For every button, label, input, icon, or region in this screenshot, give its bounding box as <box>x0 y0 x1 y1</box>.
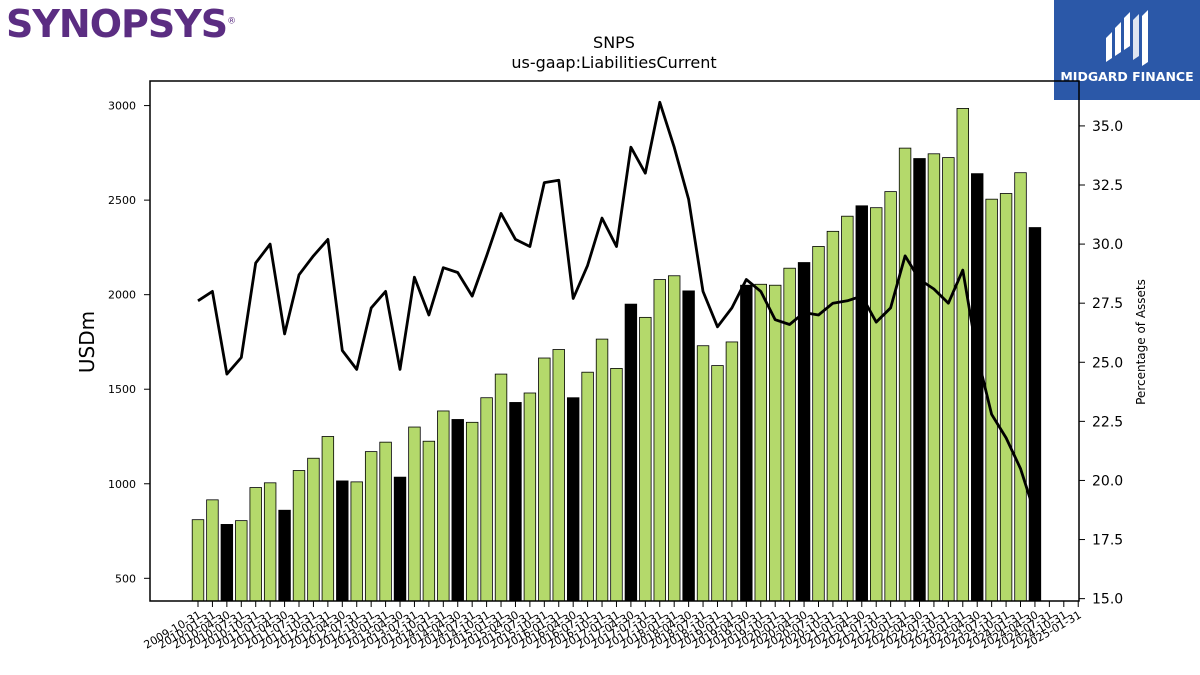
bar <box>870 207 883 602</box>
synopsys-logo-text: SYNOPSYS <box>6 2 228 46</box>
y2-tick-label: 15.0 <box>1092 592 1123 608</box>
chart-title: SNPS <box>593 33 635 52</box>
y2-tick-label: 35.0 <box>1092 119 1123 135</box>
y2-tick-label: 25.0 <box>1092 355 1123 371</box>
bar <box>509 402 522 602</box>
bar <box>292 470 306 602</box>
bar <box>206 499 219 602</box>
chart-subtitle: us-gaap:LiabilitiesCurrent <box>511 53 716 72</box>
bar <box>610 368 623 602</box>
bar-series <box>191 108 1042 602</box>
bar <box>754 283 767 602</box>
left-y-ticks: 500 1000 1500 2000 2500 3000 <box>108 100 150 585</box>
bar <box>653 279 666 602</box>
bar <box>711 365 724 602</box>
bar <box>942 157 955 602</box>
bar <box>639 316 652 602</box>
bar <box>364 451 378 602</box>
bar <box>696 345 710 602</box>
bar <box>841 215 854 602</box>
bar <box>350 481 363 602</box>
bar <box>884 191 897 602</box>
bar <box>437 410 450 602</box>
bar <box>220 524 234 602</box>
y2-tick-label: 32.5 <box>1092 178 1123 194</box>
y-tick-label: 500 <box>115 572 136 585</box>
bar <box>523 392 537 602</box>
bar <box>927 153 941 602</box>
bar <box>971 173 984 602</box>
bar <box>826 230 840 602</box>
bar <box>408 426 421 602</box>
y-tick-label: 1000 <box>108 478 136 491</box>
line-series <box>197 100 1037 514</box>
bar <box>1028 227 1042 602</box>
y-tick-label: 3000 <box>108 100 136 113</box>
registered-mark: ® <box>227 16 236 27</box>
bar <box>191 519 205 602</box>
bar <box>263 482 277 602</box>
bar <box>595 338 609 602</box>
bar <box>278 509 291 602</box>
bar <box>422 440 436 602</box>
midgard-logo-icon <box>1106 10 1148 66</box>
bar <box>956 108 969 602</box>
y2-axis-label: Percentage of Assets <box>1134 279 1148 405</box>
percentage-line <box>197 100 1037 514</box>
midgard-logo-text: MIDGARD FINANCE <box>1060 69 1194 84</box>
bar <box>624 303 638 602</box>
bar <box>393 476 407 602</box>
y2-tick-label: 22.5 <box>1092 414 1123 430</box>
bar <box>321 436 335 602</box>
right-y-ticks: 15.0 17.5 20.0 22.5 25.0 27.5 30.0 32.5 35.0 <box>1079 119 1123 608</box>
bar <box>913 158 926 602</box>
bar <box>667 275 681 602</box>
bar <box>552 349 565 602</box>
y2-tick-label: 30.0 <box>1092 237 1123 253</box>
plot-frame <box>149 80 1080 602</box>
bar <box>480 397 493 602</box>
x-ticks: 2009-10-312010-01-312010-04-302010-07-31… <box>142 601 1084 652</box>
bar <box>898 147 912 602</box>
bar <box>494 373 508 602</box>
y-tick-label: 2500 <box>108 194 136 207</box>
y2-tick-label: 27.5 <box>1092 296 1123 312</box>
bar <box>581 371 594 602</box>
bar <box>783 267 796 602</box>
bar <box>740 284 753 602</box>
bar <box>725 341 739 602</box>
bar <box>465 421 479 602</box>
y2-tick-label: 20.0 <box>1092 473 1123 489</box>
bar <box>999 193 1013 602</box>
bar <box>336 480 349 602</box>
bar <box>538 357 551 602</box>
bar <box>451 419 464 602</box>
bar <box>307 457 320 602</box>
bar <box>566 397 580 602</box>
bar <box>855 205 868 602</box>
bar <box>235 520 248 602</box>
synopsys-logo: SYNOPSYS® <box>6 2 236 46</box>
y2-tick-label: 17.5 <box>1092 533 1123 549</box>
bar <box>1014 172 1027 602</box>
y-axis-label: USDm <box>75 311 99 373</box>
y-tick-label: 2000 <box>108 289 136 302</box>
y-tick-label: 1500 <box>108 383 136 396</box>
bar <box>249 487 262 602</box>
bar <box>812 246 825 602</box>
bar <box>769 284 782 602</box>
bar <box>682 290 695 602</box>
bar <box>379 441 392 602</box>
